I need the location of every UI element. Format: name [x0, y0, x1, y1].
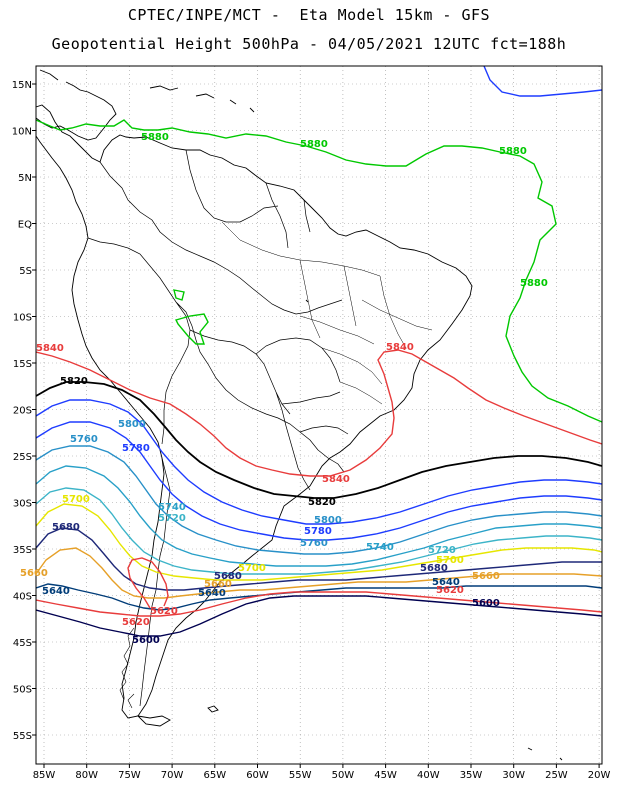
contour-label-5700: 5700 [62, 494, 90, 505]
contour-label-5780: 5780 [122, 443, 150, 454]
tierra-del-fuego [136, 715, 171, 727]
contour-5620 [36, 557, 602, 617]
longitude-label: 65W [203, 770, 226, 781]
latitude-label: EQ [18, 220, 32, 231]
contour-lines [36, 66, 602, 637]
longitude-label: 25W [545, 770, 568, 781]
contour-5880-amazon [173, 289, 209, 345]
latitude-label: 20S [13, 406, 32, 417]
latitude-label: 15S [13, 359, 32, 370]
contour-label-5600: 5600 [472, 598, 500, 609]
contour-label-5780: 5780 [304, 526, 332, 537]
contour-label-5840: 5840 [386, 342, 414, 353]
coastlines [36, 69, 563, 761]
longitude-label: 30W [502, 770, 525, 781]
chile-islands [119, 627, 135, 709]
contour-label-5720: 5720 [158, 513, 186, 524]
contour-label-5640: 5640 [42, 586, 70, 597]
contour-5800 [36, 399, 602, 525]
contour-label-5880: 5880 [300, 139, 328, 150]
contour-label-5660: 5660 [472, 571, 500, 582]
contour-label-5820: 5820 [308, 497, 336, 508]
contour-label-5760: 5760 [300, 538, 328, 549]
contour-label-5800: 5800 [314, 515, 342, 526]
latitude-label: 30S [13, 499, 32, 510]
state-borders [221, 221, 433, 405]
falklands [207, 705, 219, 713]
contour-5800-top-right [483, 66, 602, 97]
contour-5820 [36, 381, 602, 499]
longitude-label: 50W [332, 770, 355, 781]
contour-label-5880: 5880 [499, 146, 527, 157]
latitude-label: 25S [13, 452, 32, 463]
contour-5600 [36, 595, 602, 637]
contour-label-5880: 5880 [141, 132, 169, 143]
latitude-label: 35S [13, 545, 32, 556]
longitude-label: 20W [588, 770, 611, 781]
contour-5660 [36, 547, 602, 599]
longitude-label: 55W [289, 770, 312, 781]
latitude-label: 5N [18, 173, 32, 184]
longitude-label: 40W [417, 770, 440, 781]
axis-ticks: 15N 10N 5N EQ 5S 10S 15S 20S 25S 30S 35S 40S 45S 50S 5… [12, 80, 611, 781]
longitude-label: 45W [374, 770, 397, 781]
contour-5780 [36, 421, 602, 541]
small-islands [305, 299, 563, 761]
contour-label-5740: 5740 [366, 542, 394, 553]
contour-5640 [36, 583, 602, 611]
contour-5720 [36, 487, 602, 575]
latitude-label: 50S [13, 685, 32, 696]
contour-label-5680: 5680 [52, 522, 80, 533]
map-frame [35, 65, 603, 765]
longitude-label: 75W [118, 770, 141, 781]
contour-label-5740: 5740 [158, 502, 186, 513]
contour-label-5640: 5640 [198, 588, 226, 599]
contour-5840 [36, 349, 602, 477]
latitude-label: 10N [12, 127, 32, 138]
latitude-label: 15N [12, 80, 32, 91]
caribbean-islands [39, 69, 255, 113]
longitude-label: 60W [246, 770, 269, 781]
map-title: CPTEC/INPE/MCT - Eta Model 15km - GFS [127, 6, 491, 24]
central-america-coast [36, 81, 117, 141]
contour-5700 [36, 503, 602, 581]
contour-label-5680: 5680 [420, 563, 448, 574]
contour-label-5660: 5660 [204, 579, 232, 590]
contour-label-group: 5880 5880 5880 5880 5840 5840 5840 5820 … [20, 132, 548, 646]
contour-label-5760: 5760 [70, 434, 98, 445]
longitude-label: 70W [161, 770, 184, 781]
latitude-label: 40S [13, 592, 32, 603]
contour-label-5620: 5620 [122, 617, 150, 628]
contour-label-5620: 5620 [150, 606, 178, 617]
longitude-label: 35W [460, 770, 483, 781]
contour-label-5720: 5720 [428, 545, 456, 556]
latitude-label: 5S [19, 266, 32, 277]
latitude-label: 55S [13, 731, 32, 742]
country-borders [87, 149, 349, 707]
longitude-label: 85W [33, 770, 56, 781]
contour-label-5700: 5700 [238, 563, 266, 574]
contour-5760 [36, 445, 602, 555]
contour-label-5840: 5840 [322, 474, 350, 485]
contour-label-5800: 5800 [118, 419, 146, 430]
graticule [36, 66, 602, 764]
map-subtitle: Geopotential Height 500hPa - 04/05/2021 … [51, 35, 567, 53]
contour-label-5660: 5660 [20, 568, 48, 579]
contour-label-5880: 5880 [520, 278, 548, 289]
south-america-coast [36, 104, 473, 719]
contour-5880-north [36, 119, 602, 423]
contour-label-5600: 5600 [132, 635, 160, 646]
contour-5680 [36, 527, 602, 591]
contour-label-5820: 5820 [60, 376, 88, 387]
longitude-label: 80W [75, 770, 98, 781]
contour-label-5700: 5700 [436, 555, 464, 566]
contour-label-5640: 5640 [432, 577, 460, 588]
contour-label-5840: 5840 [36, 343, 64, 354]
contour-label-5620: 5620 [436, 585, 464, 596]
latitude-label: 45S [13, 638, 32, 649]
contour-5740 [36, 465, 602, 567]
latitude-label: 10S [13, 313, 32, 324]
contour-label-5680: 5680 [214, 571, 242, 582]
